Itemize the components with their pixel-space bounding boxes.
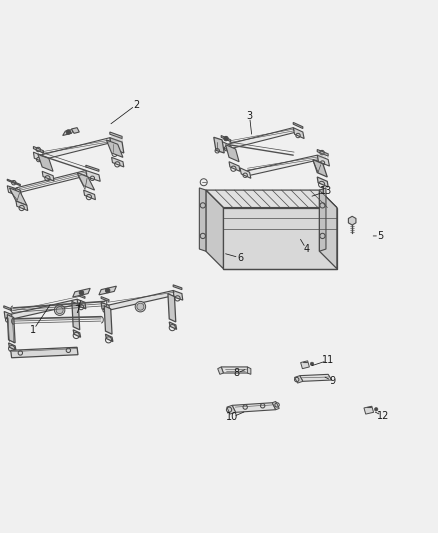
Polygon shape	[63, 129, 74, 135]
Polygon shape	[7, 314, 15, 343]
Text: 3: 3	[247, 111, 253, 121]
Polygon shape	[199, 188, 206, 251]
Polygon shape	[300, 361, 309, 369]
Polygon shape	[73, 330, 81, 337]
Polygon shape	[4, 306, 12, 311]
Circle shape	[54, 305, 65, 316]
Polygon shape	[38, 154, 53, 171]
Circle shape	[224, 136, 228, 141]
Polygon shape	[73, 288, 90, 297]
Polygon shape	[72, 302, 80, 330]
Polygon shape	[293, 123, 303, 128]
Polygon shape	[106, 290, 177, 310]
Text: 11: 11	[322, 356, 334, 365]
Polygon shape	[319, 190, 337, 269]
Circle shape	[66, 130, 71, 134]
Polygon shape	[240, 168, 251, 179]
Polygon shape	[10, 299, 81, 319]
Polygon shape	[16, 171, 90, 192]
Polygon shape	[7, 185, 21, 197]
Polygon shape	[42, 171, 54, 181]
Polygon shape	[9, 343, 16, 350]
Text: 4: 4	[303, 244, 309, 254]
Polygon shape	[169, 322, 177, 329]
Circle shape	[137, 303, 144, 310]
Polygon shape	[33, 147, 43, 153]
Polygon shape	[77, 294, 85, 298]
Polygon shape	[218, 367, 223, 374]
Polygon shape	[33, 152, 44, 163]
Polygon shape	[173, 290, 183, 300]
Polygon shape	[319, 188, 326, 251]
Circle shape	[310, 362, 314, 366]
Polygon shape	[223, 207, 337, 269]
Polygon shape	[348, 216, 356, 225]
Polygon shape	[221, 367, 250, 373]
Polygon shape	[77, 173, 95, 190]
Circle shape	[56, 306, 63, 313]
Polygon shape	[232, 403, 276, 413]
Circle shape	[135, 302, 146, 312]
Polygon shape	[40, 138, 113, 159]
Polygon shape	[101, 297, 109, 302]
Polygon shape	[173, 285, 182, 289]
Polygon shape	[16, 201, 28, 211]
Polygon shape	[317, 177, 328, 187]
Polygon shape	[228, 128, 296, 149]
Polygon shape	[313, 159, 327, 177]
Polygon shape	[317, 155, 329, 166]
Polygon shape	[206, 190, 223, 269]
Polygon shape	[106, 140, 123, 157]
Circle shape	[374, 408, 378, 411]
Polygon shape	[106, 334, 113, 342]
Text: 13: 13	[320, 187, 332, 196]
Text: 6: 6	[237, 253, 243, 263]
Polygon shape	[300, 374, 332, 381]
Polygon shape	[364, 406, 374, 414]
Polygon shape	[11, 348, 78, 358]
Polygon shape	[206, 190, 337, 207]
Text: 10: 10	[226, 412, 238, 422]
Text: 5: 5	[378, 231, 384, 241]
Polygon shape	[229, 161, 240, 171]
Polygon shape	[71, 128, 79, 133]
Polygon shape	[247, 367, 251, 374]
Polygon shape	[272, 401, 279, 410]
Circle shape	[79, 290, 84, 295]
Polygon shape	[221, 141, 232, 152]
Polygon shape	[221, 135, 231, 142]
Polygon shape	[293, 128, 304, 139]
Polygon shape	[77, 299, 86, 309]
Polygon shape	[84, 190, 95, 200]
Polygon shape	[7, 179, 20, 185]
Text: 9: 9	[329, 376, 336, 386]
Polygon shape	[317, 149, 328, 156]
Polygon shape	[168, 294, 176, 322]
Text: 12: 12	[377, 411, 389, 421]
Polygon shape	[110, 132, 122, 139]
Polygon shape	[226, 144, 239, 161]
Text: 1: 1	[30, 325, 36, 335]
Polygon shape	[4, 311, 12, 321]
Text: 2: 2	[133, 100, 139, 110]
Polygon shape	[104, 306, 112, 334]
Polygon shape	[112, 157, 124, 167]
Polygon shape	[245, 155, 320, 176]
Polygon shape	[99, 286, 117, 295]
Circle shape	[106, 288, 110, 293]
Text: 7: 7	[74, 305, 80, 315]
Polygon shape	[214, 138, 224, 153]
Polygon shape	[86, 165, 99, 171]
Polygon shape	[10, 188, 27, 205]
Polygon shape	[110, 138, 124, 153]
Text: 8: 8	[233, 368, 240, 378]
Polygon shape	[294, 376, 303, 383]
Polygon shape	[227, 405, 236, 414]
Polygon shape	[86, 171, 100, 181]
Polygon shape	[101, 302, 110, 312]
